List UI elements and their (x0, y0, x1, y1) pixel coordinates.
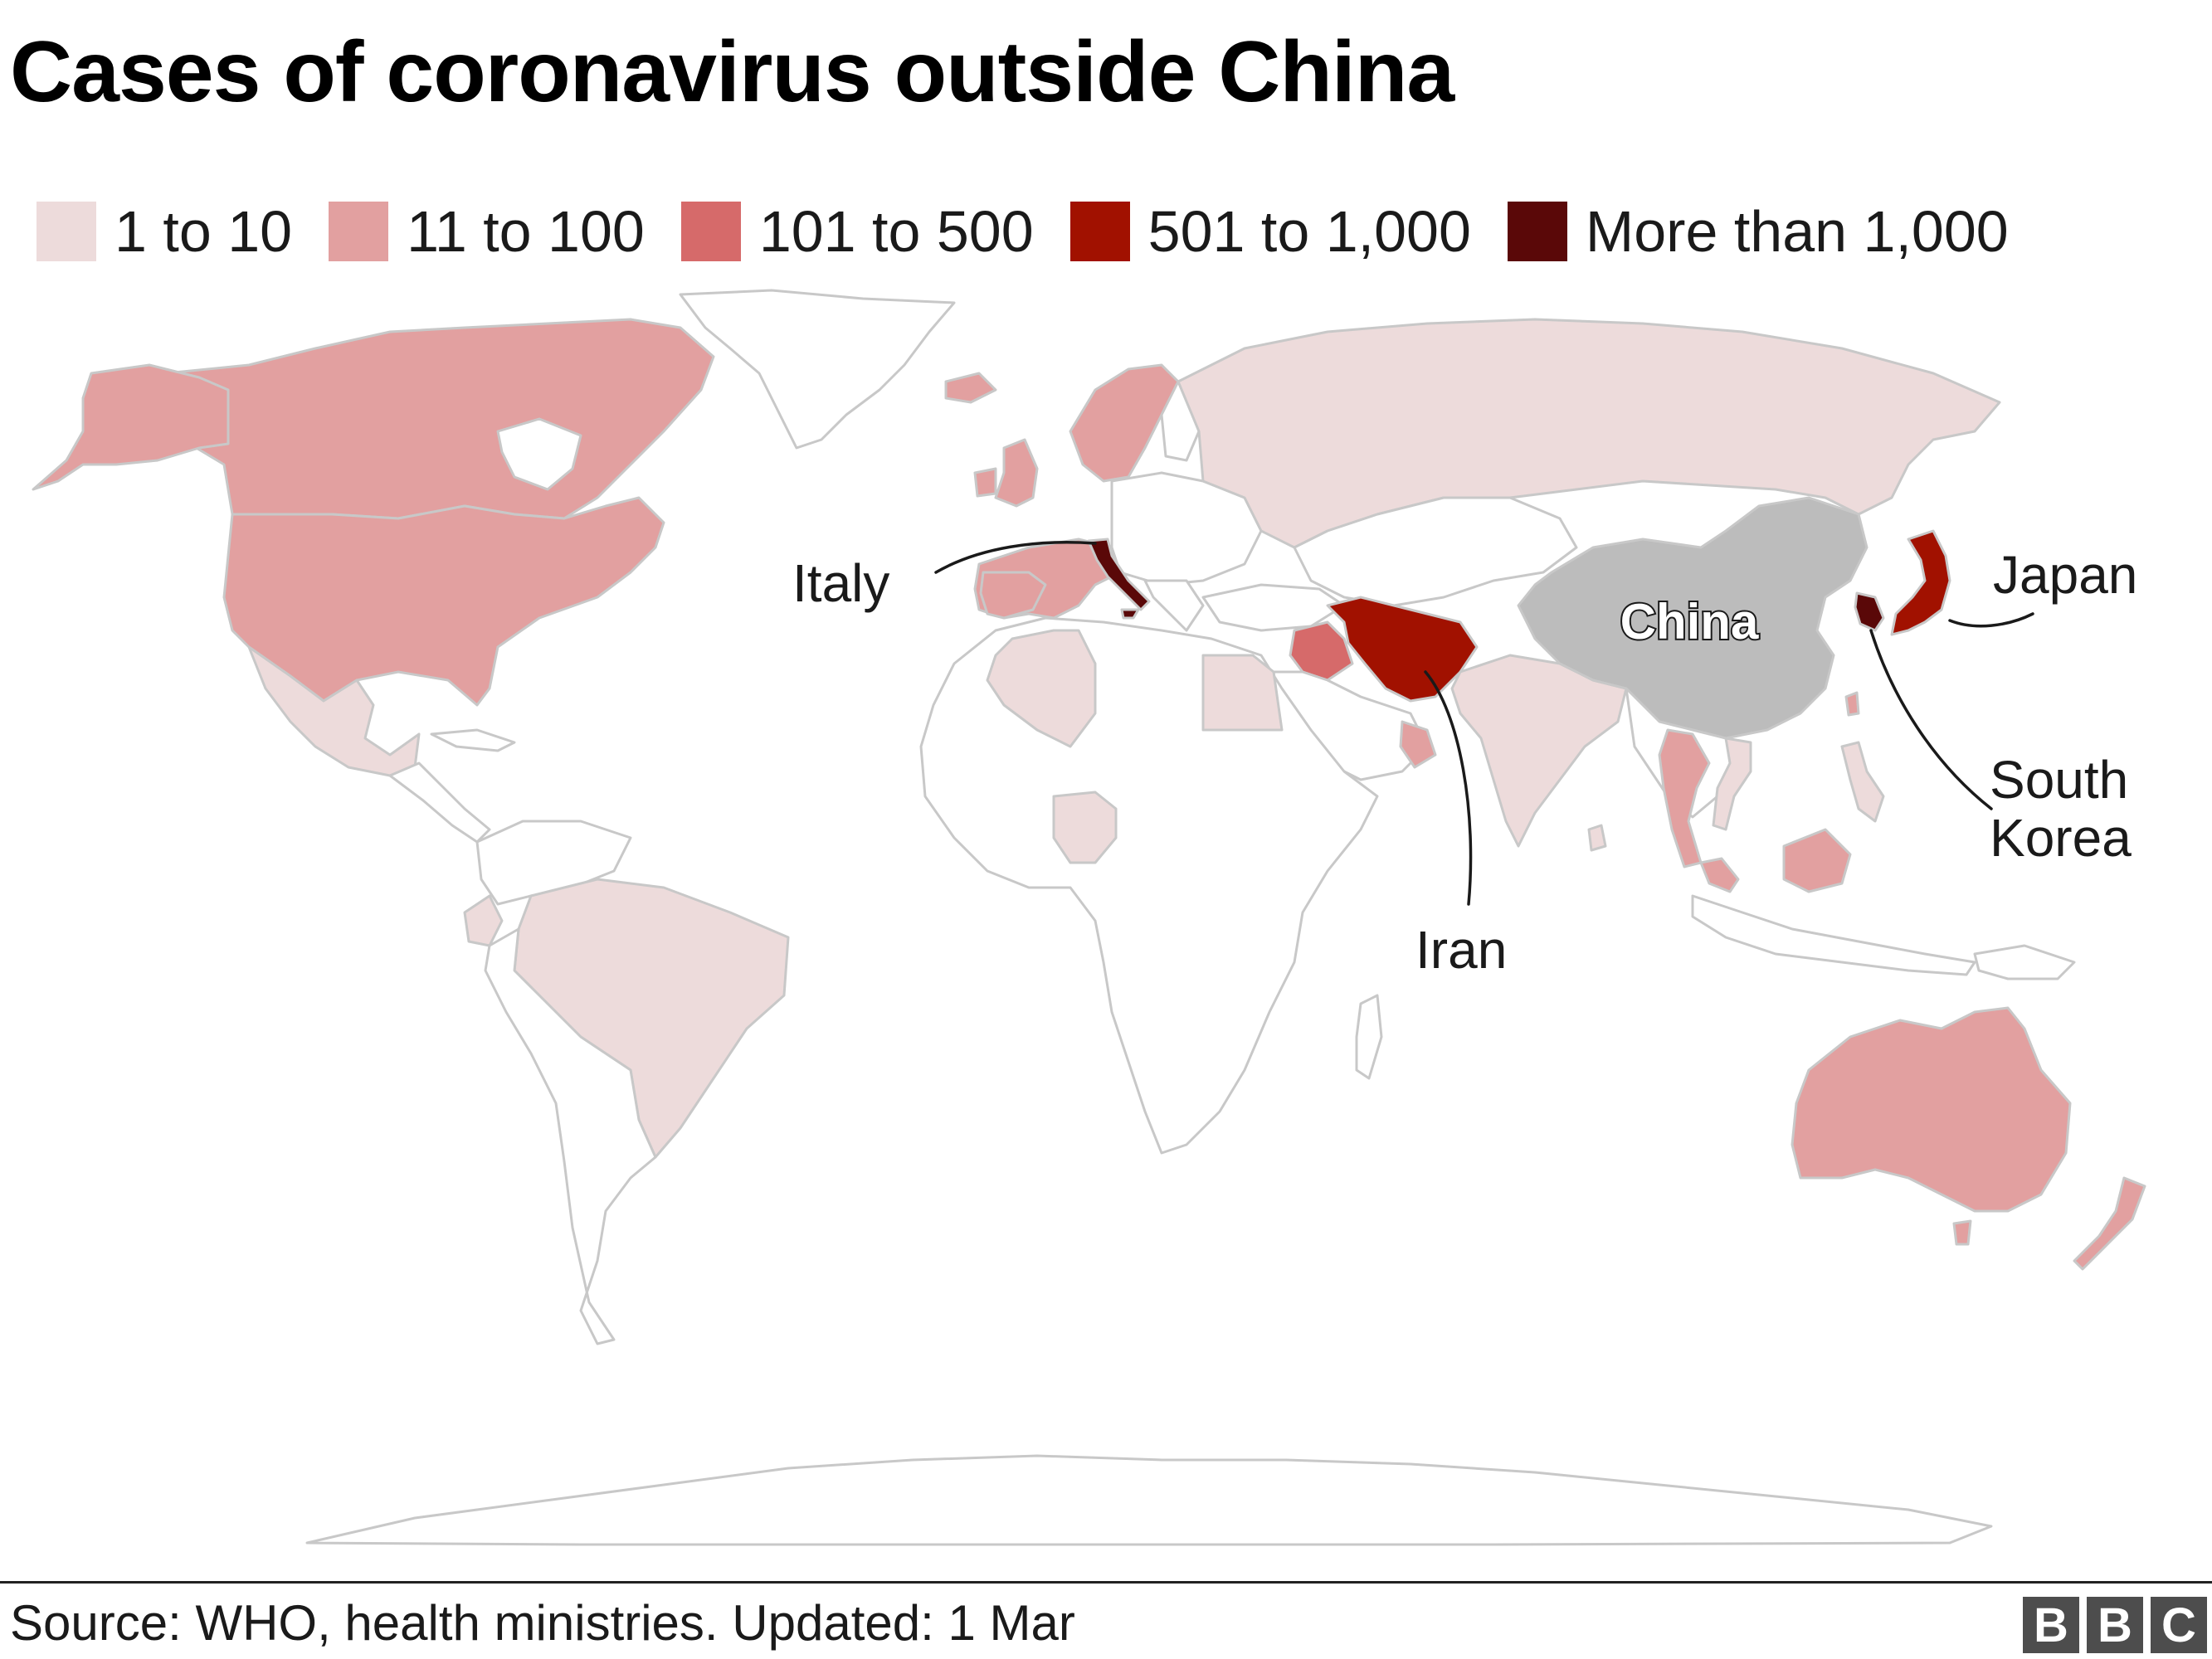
bbc-logo: B B C (2015, 1597, 2207, 1653)
region-ecuador (463, 894, 504, 947)
source-note: Source: WHO, health ministries. Updated:… (10, 1595, 1075, 1651)
region-algeria (986, 629, 1097, 748)
legend-swatch (680, 202, 741, 261)
chart-title: Cases of coronavirus outside China (10, 24, 1454, 120)
region-iraq (1289, 620, 1354, 682)
legend-item-501-to-1000: 501 to 1,000 (1069, 198, 1471, 265)
legend: 1 to 10 11 to 100 101 to 500 501 to 1,00… (37, 199, 2045, 264)
region-papua (1973, 944, 2076, 980)
region-japan (1890, 529, 1951, 636)
legend-swatch (1507, 202, 1567, 261)
region-caribbean (430, 728, 516, 752)
region-greenland (679, 289, 956, 450)
legend-item-11-to-100: 11 to 100 (329, 198, 645, 265)
region-russia (1177, 318, 2001, 549)
region-india (1450, 654, 1628, 848)
region-spain-portugal (979, 571, 1047, 620)
region-usa (222, 496, 665, 707)
region-south-america-west (484, 927, 657, 1345)
region-mexico (247, 645, 421, 777)
legend-item-more-than-1000: More than 1,000 (1507, 198, 2009, 265)
callout-line-japan (1948, 612, 2034, 628)
callout-line-iran (1424, 670, 1473, 906)
callout-south-korea: South Korea (1990, 751, 2156, 868)
region-turkey (1201, 583, 1346, 632)
region-vietnam (1712, 737, 1752, 831)
region-iran (1326, 596, 1479, 703)
logo-letter: C (2151, 1597, 2207, 1653)
region-china (1517, 496, 1869, 740)
legend-item-1-to-10: 1 to 10 (37, 198, 292, 265)
callout-iran: Iran (1415, 920, 1508, 980)
logo-letter: B (2023, 1597, 2079, 1653)
region-borneo (1782, 828, 1852, 893)
region-indonesia (1691, 894, 1976, 976)
region-hudson-bay (496, 417, 582, 491)
region-iceland (944, 372, 997, 404)
region-italy (1087, 538, 1151, 611)
legend-label: 101 to 500 (758, 199, 1034, 264)
callout-line-south-korea (1869, 629, 1993, 810)
logo-letter: B (2087, 1597, 2143, 1653)
legend-swatch (329, 202, 389, 261)
region-nigeria (1052, 791, 1118, 864)
region-south-korea (1854, 591, 1885, 632)
callout-japan: Japan (1993, 545, 2138, 605)
region-central-america (388, 761, 491, 844)
legend-item-101-to-500: 101 to 500 (680, 198, 1034, 265)
callout-italy: Italy (792, 553, 890, 613)
legend-swatch (37, 202, 96, 261)
legend-label: 11 to 100 (407, 199, 645, 264)
region-taiwan (1844, 691, 1860, 717)
callout-line-italy (934, 541, 1097, 574)
region-sri-lanka (1587, 824, 1607, 852)
world-map: China (32, 289, 2146, 1546)
region-uk (994, 438, 1039, 508)
region-egypt (1201, 654, 1284, 732)
region-new-zealand (2073, 1176, 2146, 1271)
callout-south-korea-text: South Korea (1990, 750, 2132, 868)
region-balkans (1143, 579, 1205, 632)
region-tasmania (1952, 1219, 1972, 1246)
region-gulf-states (1399, 720, 1437, 769)
region-sicily (1120, 608, 1140, 620)
region-australia (1791, 1006, 2072, 1213)
china-label: China (1620, 594, 1759, 649)
region-africa (919, 616, 1379, 1155)
region-madagascar (1355, 994, 1383, 1080)
region-malaysia (1699, 857, 1740, 893)
legend-label: 501 to 1,000 (1147, 199, 1471, 264)
legend-swatch (1069, 202, 1130, 261)
region-antarctica (305, 1454, 1993, 1546)
region-alaska (32, 363, 230, 491)
region-philippines (1840, 741, 1885, 823)
footer-divider (0, 1581, 2212, 1584)
legend-label: 1 to 10 (114, 199, 293, 264)
legend-label: More than 1,000 (1585, 199, 2009, 264)
region-ireland (973, 467, 997, 498)
